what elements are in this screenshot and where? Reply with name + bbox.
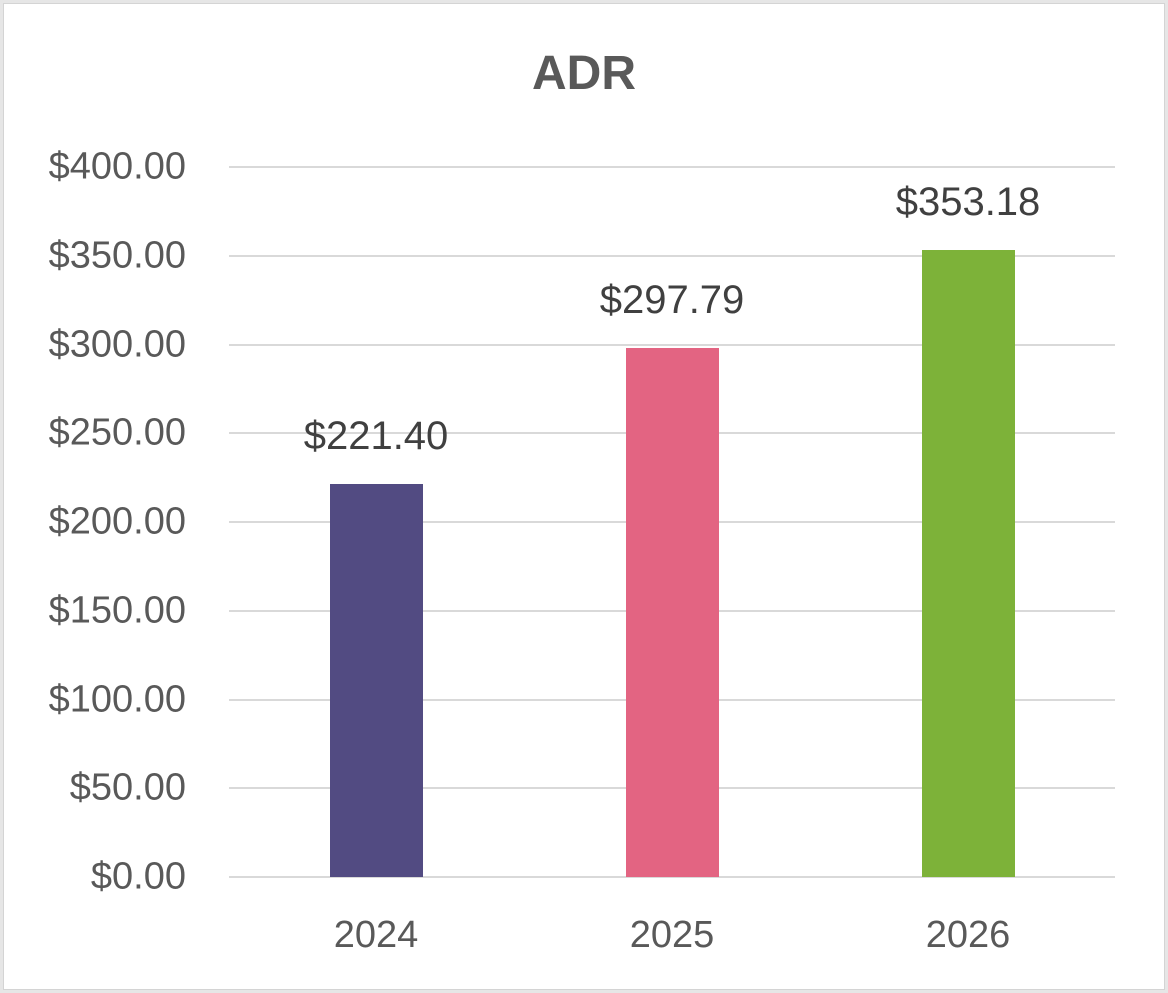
y-tick-label: $200.00	[48, 500, 186, 543]
data-label: $221.40	[303, 414, 449, 458]
bar-2025	[625, 348, 719, 877]
y-tick-label: $50.00	[69, 766, 186, 809]
x-tick-label: 2024	[333, 914, 419, 956]
y-tick-label: $400.00	[48, 145, 186, 188]
y-tick-label: $250.00	[48, 411, 186, 454]
x-axis-line	[229, 876, 1115, 878]
gridline	[229, 343, 1115, 346]
gridline	[229, 254, 1115, 257]
chart-title: ADR	[532, 47, 636, 100]
bar-2024	[329, 484, 423, 877]
gridline	[229, 166, 1115, 168]
y-tick-label: $0.00	[90, 855, 186, 898]
x-tick-label: 2025	[629, 914, 715, 956]
y-tick-label: $350.00	[48, 234, 186, 277]
y-tick-label: $300.00	[48, 323, 186, 365]
data-label: $353.18	[895, 180, 1041, 225]
bar-2026	[921, 250, 1015, 877]
y-tick-label: $100.00	[48, 678, 186, 720]
y-tick-label: $150.00	[48, 589, 186, 632]
x-tick-label: 2026	[925, 914, 1011, 956]
data-label: $297.79	[599, 278, 745, 323]
